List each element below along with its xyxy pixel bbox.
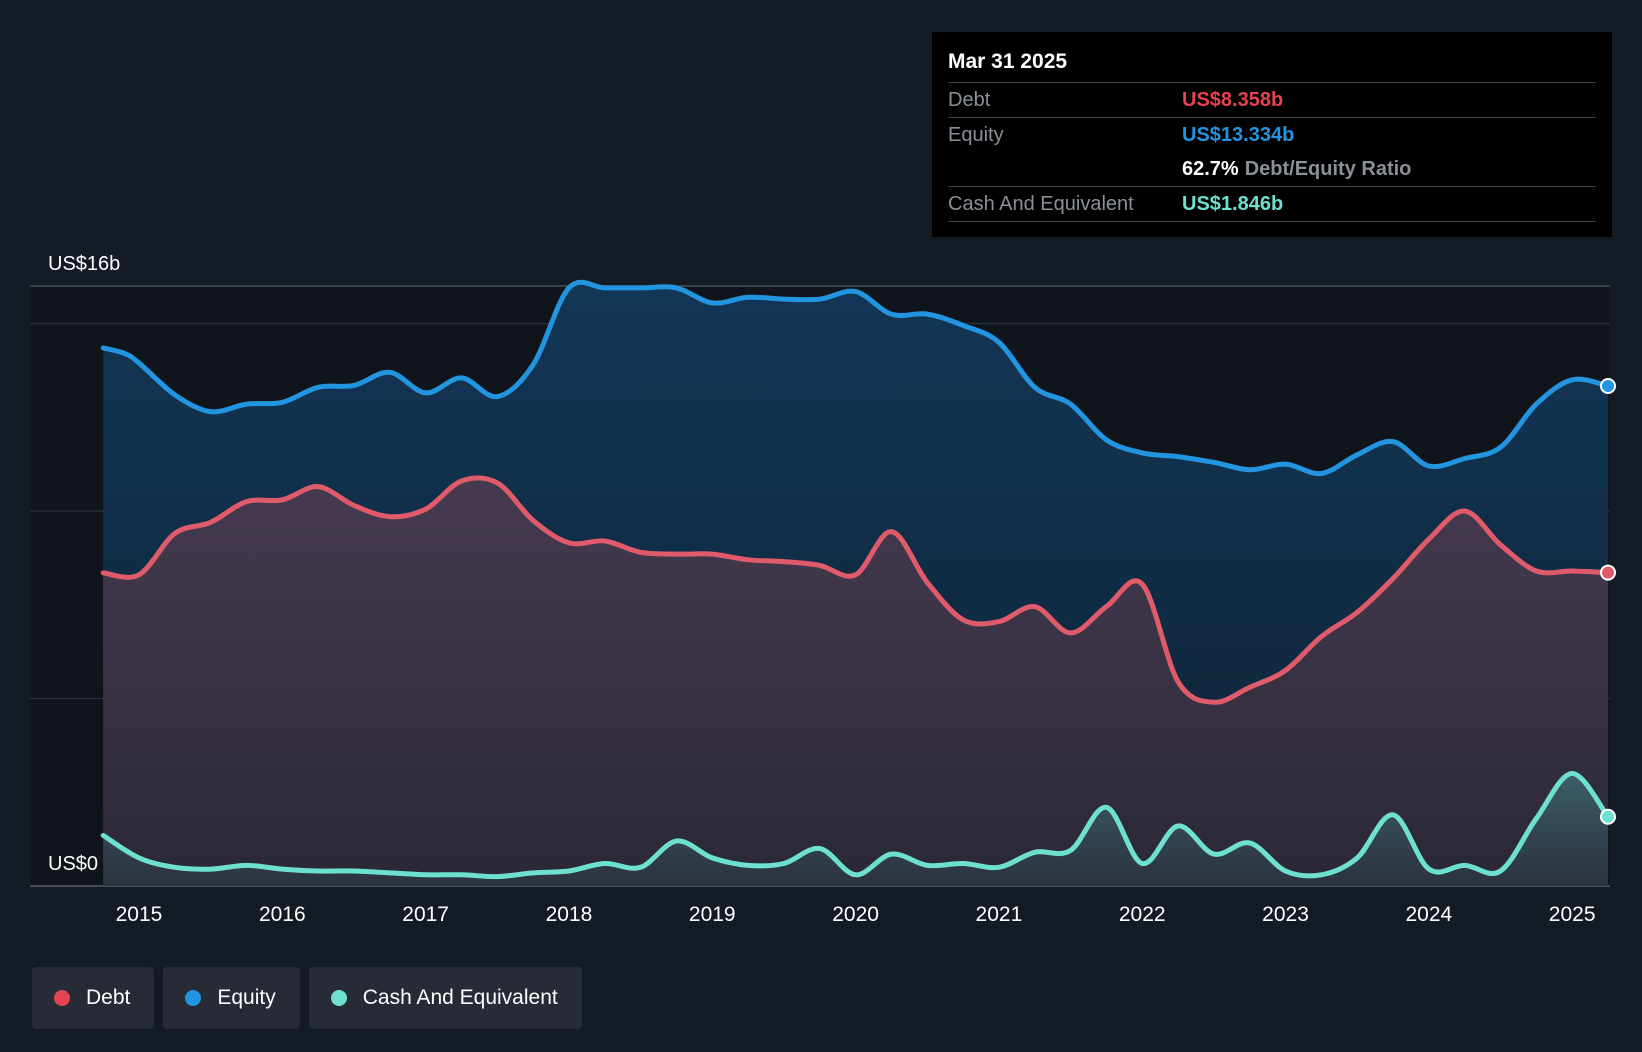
- tooltip-cash-value: US$1.846b: [1182, 192, 1284, 215]
- x-tick-label: 2021: [976, 903, 1023, 926]
- x-axis-ticks: 2015 2016 2017 2018 2019 2020 2021 2022 2023 2024…: [116, 903, 1596, 926]
- tooltip-equity-row: Equity US$13.334b: [948, 117, 1596, 152]
- cash-and-equivalent-area: [103, 773, 1609, 886]
- legend-label-equity: Equity: [217, 986, 276, 1009]
- x-tick-label: 2022: [1119, 903, 1166, 926]
- legend-item-cash[interactable]: Cash And Equivalent: [308, 967, 582, 1029]
- debt-area: [103, 477, 1609, 886]
- debt-end-point[interactable]: [1600, 564, 1616, 581]
- equity-dot-icon: [185, 990, 202, 1006]
- debt-dot-icon: [54, 990, 70, 1006]
- tooltip-equity-label: Equity: [948, 123, 1004, 146]
- tooltip-ratio-label: Debt/Equity Ratio: [1244, 157, 1412, 180]
- series-lines: [100, 279, 1611, 880]
- x-tick-label: 2025: [1549, 903, 1596, 926]
- tooltip-debt-row: Debt US$8.358b: [948, 82, 1596, 117]
- tooltip-cash-label: Cash And Equivalent: [948, 192, 1134, 215]
- debt-line: [100, 475, 1611, 705]
- x-tick-label: 2015: [116, 903, 163, 926]
- tooltip-ratio-row: 62.7% Debt/Equity Ratio: [948, 152, 1596, 186]
- equity-line: [100, 279, 1611, 477]
- x-tick-label: 2023: [1262, 903, 1309, 926]
- x-tick-label: 2017: [402, 903, 449, 926]
- x-tick-label: 2019: [689, 903, 736, 926]
- legend-item-equity[interactable]: Equity: [163, 967, 300, 1029]
- y-axis-bottom-label: US$0: [48, 853, 98, 875]
- cash-dot-icon: [330, 990, 347, 1006]
- series-end-dots: [1600, 377, 1616, 825]
- cash-and-equivalent-line: [100, 770, 1611, 880]
- legend-item-debt[interactable]: Debt: [32, 967, 155, 1029]
- tooltip-debt-value: US$8.358b: [1182, 88, 1284, 111]
- y-axis-top-label: US$16b: [48, 253, 120, 275]
- legend: Debt Equity Cash And Equivalent: [32, 967, 582, 1029]
- tooltip-date: Mar 31 2025: [948, 50, 1068, 73]
- x-tick-label: 2024: [1405, 903, 1452, 926]
- tooltip-cash-row: Cash And Equivalent US$1.846b: [948, 186, 1596, 222]
- x-tick-label: 2020: [832, 903, 879, 926]
- equity-end-point[interactable]: [1600, 377, 1616, 394]
- legend-label-cash: Cash And Equivalent: [362, 986, 558, 1009]
- cash-and-equivalent-end-point[interactable]: [1600, 808, 1616, 825]
- tooltip-debt-label: Debt: [948, 88, 991, 111]
- tooltip-ratio-value: 62.7%: [1182, 157, 1239, 180]
- tooltip: Mar 31 2025 Debt US$8.358b Equity US$13.…: [932, 32, 1612, 237]
- series-areas: [103, 282, 1609, 886]
- tooltip-equity-value: US$13.334b: [1182, 123, 1295, 146]
- legend-label-debt: Debt: [86, 986, 131, 1009]
- x-tick-label: 2018: [546, 903, 593, 926]
- x-tick-label: 2016: [259, 903, 306, 926]
